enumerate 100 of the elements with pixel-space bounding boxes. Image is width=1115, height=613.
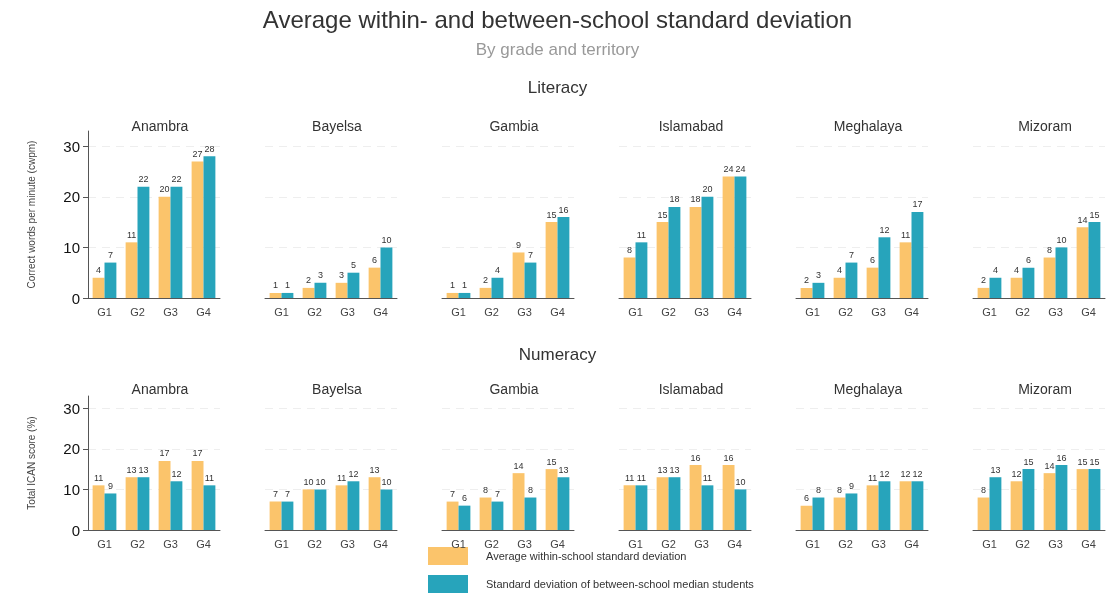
bar: [557, 217, 570, 298]
bar: [989, 477, 1002, 530]
x-tick-label: G2: [1015, 537, 1030, 550]
x-tick-label: G2: [130, 305, 145, 318]
data-label: 12: [879, 468, 890, 479]
x-tick-label: G3: [871, 305, 886, 318]
data-label: 16: [723, 452, 734, 463]
x-tick-label: G2: [130, 537, 145, 550]
x-tick-label: G4: [550, 305, 565, 318]
x-tick-label: G1: [97, 537, 112, 550]
bar: [191, 161, 204, 298]
data-label: 7: [450, 489, 456, 500]
x-tick-label: G3: [517, 537, 532, 550]
data-label: 17: [159, 448, 170, 459]
y-axis-title: Correct words per minute (cwpm): [25, 140, 37, 289]
data-label: 14: [513, 460, 524, 471]
text: Average within- and between-school standard deviation: [261, 6, 854, 34]
bar: [125, 242, 138, 298]
chart-title: Gambia: [489, 381, 539, 397]
bar: [137, 477, 150, 530]
bar: [191, 460, 204, 530]
data-label: 6: [870, 255, 876, 266]
bar: [1010, 277, 1023, 298]
data-label: 9: [848, 480, 854, 491]
bar: [347, 272, 360, 298]
bar: [203, 156, 216, 298]
x-tick-label: G2: [484, 305, 499, 318]
data-label: 9: [516, 239, 522, 250]
data-label: 2: [306, 275, 312, 286]
data-label: 28: [204, 143, 215, 154]
bar: [899, 242, 912, 298]
y-tick-label: 0: [71, 289, 80, 307]
bar: [1010, 481, 1023, 530]
x-tick-label: G2: [1015, 305, 1030, 318]
data-label: 18: [669, 194, 680, 205]
bar: [800, 505, 813, 530]
y-tick-label: 20: [63, 188, 80, 206]
x-tick-label: G2: [307, 537, 322, 550]
bar: [833, 497, 846, 530]
bar: [479, 287, 492, 298]
bar: [158, 196, 171, 298]
x-tick-label: G4: [1081, 305, 1096, 318]
data-label: 4: [1014, 265, 1020, 276]
y-tick-label: 0: [71, 521, 80, 539]
legend-label: Standard deviation of between-school median students: [486, 578, 754, 590]
data-label: 1: [284, 280, 290, 291]
data-label: 22: [171, 174, 182, 185]
bar: [170, 481, 183, 530]
data-label: 24: [735, 164, 746, 175]
data-label: 6: [461, 493, 467, 504]
data-label: 13: [138, 464, 149, 475]
bar: [845, 493, 858, 530]
data-label: 2: [804, 275, 810, 286]
bar: [269, 292, 282, 298]
chart-title: Islamabad: [658, 118, 724, 134]
y-tick-label: 20: [63, 440, 80, 458]
chart-title: Mizoram: [1018, 381, 1072, 397]
chart-title: Mizoram: [1018, 118, 1072, 134]
bar: [458, 505, 471, 530]
data-label: 11: [702, 472, 713, 483]
x-tick-label: G1: [274, 537, 289, 550]
bar: [458, 292, 471, 298]
data-label: 3: [815, 270, 821, 281]
x-tick-label: G1: [628, 305, 643, 318]
chart-title: Meghalaya: [833, 118, 903, 134]
bar: [557, 477, 570, 530]
data-label: 10: [1056, 234, 1067, 245]
bar: [977, 497, 990, 530]
bar: [812, 282, 825, 298]
bar: [911, 211, 924, 298]
y-tick-label: 10: [63, 480, 80, 498]
bar: [878, 481, 891, 530]
data-label: 4: [992, 265, 998, 276]
data-label: 8: [981, 485, 987, 496]
data-label: 8: [815, 485, 821, 496]
bar: [512, 252, 525, 298]
data-label: 18: [690, 194, 701, 205]
bar: [734, 489, 747, 530]
bar: [833, 277, 846, 298]
x-tick-label: G3: [163, 537, 178, 550]
data-label: 11: [636, 229, 647, 240]
bar: [722, 465, 735, 530]
y-tick-label: 10: [63, 238, 80, 256]
data-label: 12: [171, 468, 182, 479]
bar: [701, 196, 714, 298]
data-label: 7: [273, 489, 279, 500]
chart-title: Anambra: [131, 381, 189, 397]
x-tick-label: G3: [517, 305, 532, 318]
data-label: 9: [107, 480, 113, 491]
bar: [1043, 257, 1056, 298]
x-tick-label: G2: [661, 305, 676, 318]
data-label: 1: [273, 280, 279, 291]
data-label: 13: [657, 464, 668, 475]
chart-title: Gambia: [489, 118, 539, 134]
data-label: 20: [702, 184, 713, 195]
data-label: 8: [627, 245, 633, 256]
data-label: 13: [369, 464, 380, 475]
data-label: 1: [450, 280, 456, 291]
bar: [701, 485, 714, 530]
x-tick-label: G3: [163, 305, 178, 318]
